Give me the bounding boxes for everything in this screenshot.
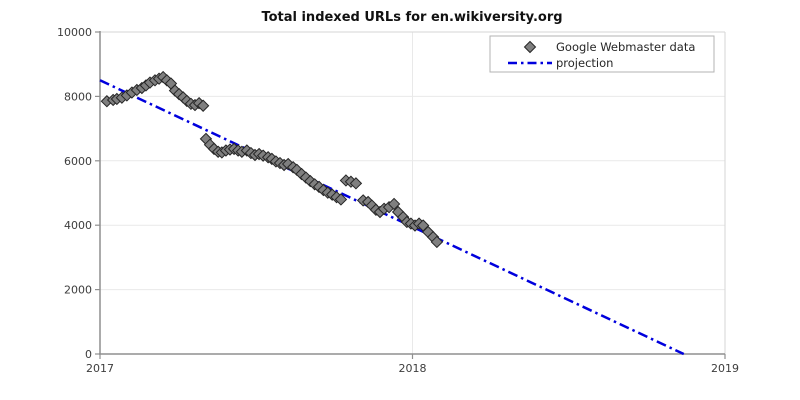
x-tick-label: 2017	[86, 362, 114, 375]
projection-line	[99, 79, 685, 356]
data-point-diamond	[349, 177, 363, 190]
legend-diamond-marker-icon	[523, 40, 537, 54]
legend-box	[489, 35, 715, 73]
data-point-diamond	[387, 197, 401, 211]
data-point-diamond	[334, 193, 348, 206]
y-tick-label: 2000	[64, 284, 92, 297]
gridlines	[100, 32, 725, 354]
projection-line-series	[99, 79, 685, 356]
legend-label-projection: projection	[556, 56, 613, 70]
y-tick-label: 4000	[64, 219, 92, 232]
data-point-diamond	[196, 99, 210, 112]
chart-title: Total indexed URLs for en.wikiversity.or…	[261, 10, 562, 25]
webmaster-data-points	[100, 70, 444, 249]
axis-tick-marks	[95, 31, 726, 359]
axis-tick-labels: 0 2000 4000 6000 8000 10000 2017 2018 2019	[57, 26, 739, 375]
y-tick-label: 10000	[57, 26, 92, 39]
legend: Google Webmaster data projection	[489, 35, 715, 73]
legend-label-webmaster-data: Google Webmaster data	[556, 40, 695, 54]
x-tick-label: 2018	[399, 362, 427, 375]
data-point-diamond	[430, 235, 444, 249]
y-tick-label: 8000	[64, 90, 92, 103]
y-tick-label: 6000	[64, 155, 92, 168]
x-tick-label: 2019	[711, 362, 739, 375]
y-tick-label: 0	[85, 348, 92, 361]
